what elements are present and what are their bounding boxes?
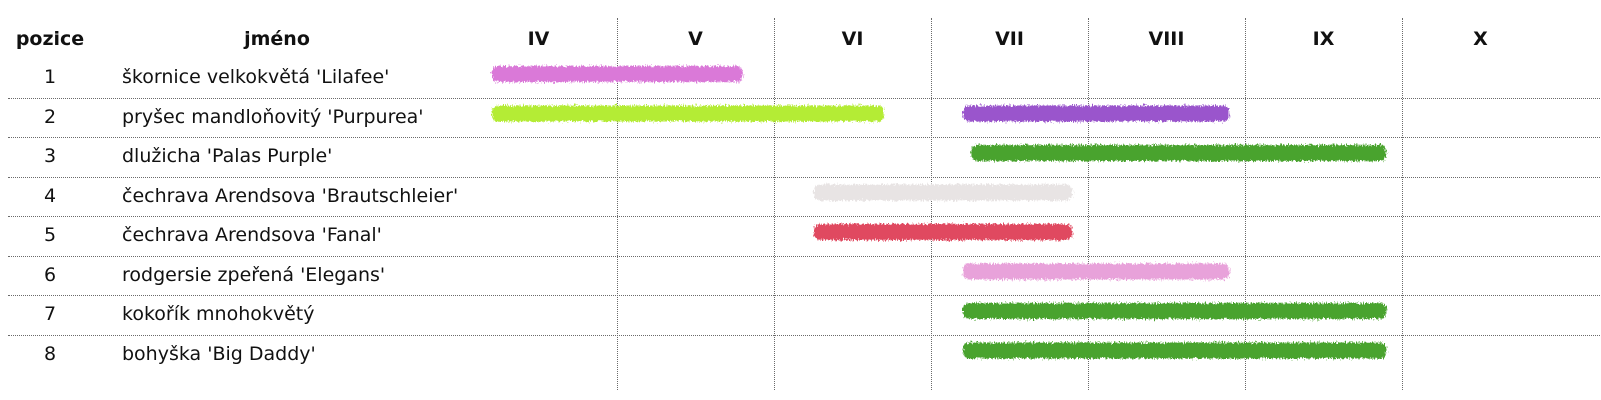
bloom-bar (492, 66, 743, 82)
bloom-bar (963, 303, 1387, 319)
row-name: čechrava Arendsova 'Fanal' (122, 224, 382, 246)
row-name: škornice velkokvětá 'Lilafee' (122, 66, 390, 88)
bloom-bar (963, 342, 1387, 359)
row-divider (8, 216, 1601, 218)
row-divider (8, 334, 1601, 336)
month-divider (931, 18, 932, 390)
bloom-bar (492, 105, 884, 122)
row-divider (8, 176, 1601, 178)
bloom-bar (813, 184, 1073, 201)
month-header-v: V (688, 28, 703, 50)
bloom-bar (963, 105, 1230, 122)
month-header-viii: VIII (1148, 28, 1185, 50)
row-divider (8, 137, 1601, 139)
month-header-vii: VII (995, 28, 1024, 50)
row-position: 1 (43, 66, 57, 88)
row-name: rodgersie zpeřená 'Elegans' (122, 263, 386, 286)
bloom-bar (970, 145, 1387, 161)
month-header-ix: IX (1312, 28, 1335, 50)
row-name: bohyška 'Big Daddy' (122, 342, 316, 365)
row-divider (8, 97, 1601, 99)
month-header-iv: IV (527, 28, 550, 50)
row-divider (8, 255, 1601, 257)
header-position: pozice (15, 28, 85, 50)
row-name: kokořík mnohokvětý (122, 303, 315, 325)
row-name: dlužicha 'Palas Purple' (122, 145, 333, 167)
month-header-x: X (1473, 28, 1488, 50)
month-divider (774, 18, 775, 390)
row-position: 6 (43, 263, 57, 286)
row-name: pryšec mandloňovitý 'Purpurea' (122, 105, 424, 128)
row-position: 2 (43, 105, 57, 128)
month-header-vi: VI (841, 28, 864, 50)
month-divider (617, 18, 618, 390)
month-divider (1402, 18, 1403, 390)
row-position: 7 (43, 303, 57, 325)
row-position: 4 (43, 184, 57, 207)
month-divider (1088, 18, 1089, 390)
row-position: 3 (43, 145, 57, 167)
row-position: 8 (43, 342, 57, 365)
bloom-bar (813, 224, 1073, 240)
row-position: 5 (43, 224, 57, 246)
row-name: čechrava Arendsova 'Brautschleier' (122, 184, 459, 207)
month-divider (1245, 18, 1246, 390)
row-divider (8, 295, 1601, 297)
header-name: jméno (244, 28, 310, 50)
bloom-bar (963, 263, 1230, 280)
